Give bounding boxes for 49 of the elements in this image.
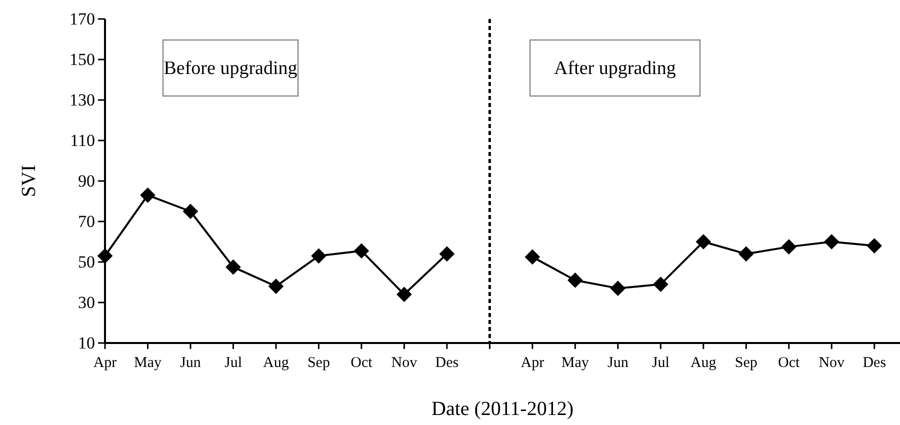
point [824,234,840,250]
x-tick-label: Apr [93,355,117,371]
point [268,278,284,294]
x-tick-label: Des [435,355,459,371]
point [182,204,198,220]
point [610,280,626,296]
point [226,259,241,275]
x-tick-label: Oct [778,355,801,371]
point [524,249,540,265]
x-tick-label: Nov [818,355,846,371]
point [738,246,754,262]
point [652,276,668,292]
x-tick-label: May [561,355,590,371]
point [396,286,412,302]
point [567,272,583,288]
x-tick-label: Aug [263,355,290,371]
y-tick-label: 150 [70,50,95,69]
y-tick-label: 30 [78,292,95,312]
x-tick-label: Sep [307,355,330,371]
y-tick-label: 130 [70,90,95,110]
point [781,239,797,254]
x-tick-label: Aug [690,355,717,371]
x-tick-label: Sep [734,355,758,371]
point [311,248,326,264]
x-tick-label: Des [862,355,886,371]
x-tick-label: Oct [350,355,374,371]
x-axis-title: Date (2011-2012) [432,398,574,420]
y-axis-title: SVI [18,164,40,198]
point [354,243,370,259]
x-tick-label: Nov [391,355,418,371]
x-tick-label: Jul [652,355,670,371]
x-tick-label: Jun [180,355,202,371]
y-tick-label: 90 [78,171,95,190]
x-tick-label: Apr [520,355,544,371]
point [140,188,156,203]
y-tick-label: 70 [78,212,95,231]
point [866,238,882,254]
x-tick-label: May [134,355,162,371]
point [439,246,455,262]
y-tick-label: 110 [70,130,95,150]
y-tick-label: 50 [78,252,95,272]
point [97,248,113,264]
y-tick-label: 10 [78,333,95,352]
x-tick-label: Jun [607,355,629,371]
y-tick-label: 170 [70,9,95,28]
x-tick-label: Jul [224,355,242,371]
annotation: Before upgrading [164,58,298,79]
point [696,234,712,250]
annotation: After upgrading [554,58,676,79]
